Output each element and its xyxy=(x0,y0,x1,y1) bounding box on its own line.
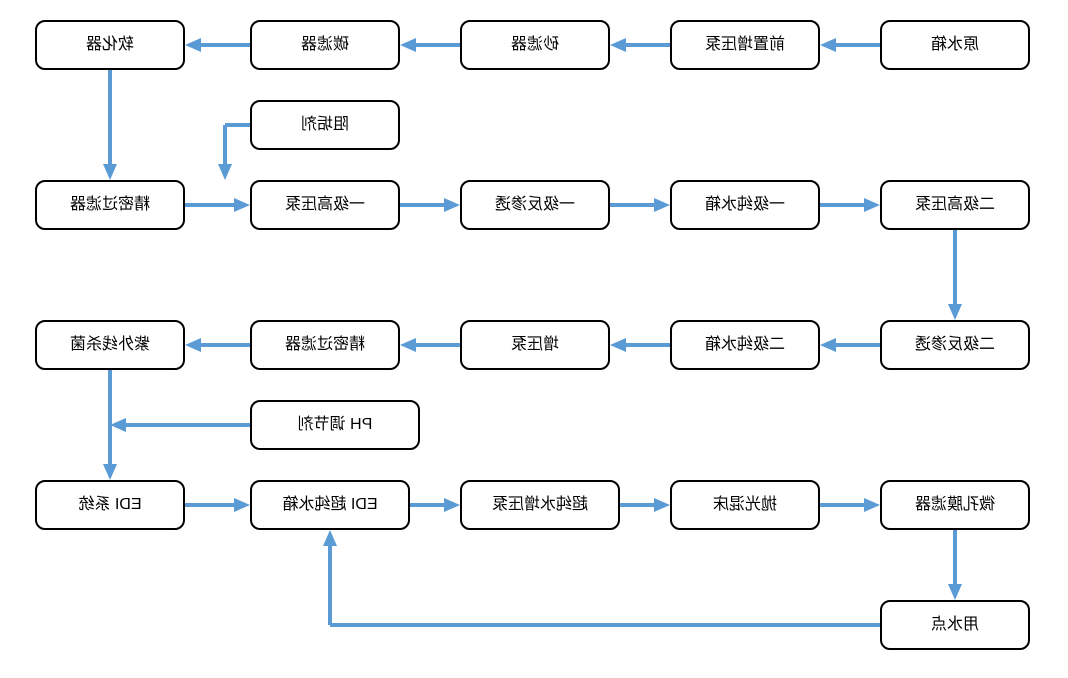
node-label: 一级纯水箱 xyxy=(705,196,785,214)
node-label: 砂滤器 xyxy=(511,36,559,54)
node-label: 阻垢剂 xyxy=(301,116,349,134)
node-label: 微孔膜滤器 xyxy=(915,496,995,514)
node-n9: 一级反渗透 xyxy=(460,180,610,230)
node-n7: 精密过滤器 xyxy=(35,180,185,230)
node-n6: 阻垢剂 xyxy=(250,100,400,150)
node-n12: 二级反渗透 xyxy=(880,320,1030,370)
node-n1: 原水箱 xyxy=(880,20,1030,70)
node-n14: 增压泵 xyxy=(460,320,610,370)
node-label: PH 调节剂 xyxy=(298,416,373,434)
node-label: 一级反渗透 xyxy=(495,196,575,214)
node-n13: 二级纯水箱 xyxy=(670,320,820,370)
node-n2: 前置增压泵 xyxy=(670,20,820,70)
node-n21: 抛光混床 xyxy=(670,480,820,530)
node-label: 一级高压泵 xyxy=(285,196,365,214)
node-n10: 一级纯水箱 xyxy=(670,180,820,230)
node-n15: 精密过滤器 xyxy=(250,320,400,370)
node-n19: EDI 超纯水箱 xyxy=(250,480,410,530)
node-n5: 软化器 xyxy=(35,20,185,70)
node-n18: EDI 系统 xyxy=(35,480,185,530)
node-n22: 微孔膜滤器 xyxy=(880,480,1030,530)
node-n3: 砂滤器 xyxy=(460,20,610,70)
node-label: 增压泵 xyxy=(511,336,559,354)
node-label: 二级反渗透 xyxy=(915,336,995,354)
node-label: 前置增压泵 xyxy=(705,36,785,54)
node-label: 二级高压泵 xyxy=(915,196,995,214)
flowchart-stage: 原水箱 前置增压泵 砂滤器 碳滤器 软化器阻垢剂精密过滤器 一级高压泵 一级反渗透 一级纯水箱… xyxy=(0,0,1068,678)
node-label: 碳滤器 xyxy=(301,36,349,54)
node-label: 用水点 xyxy=(931,616,979,634)
node-n4: 碳滤器 xyxy=(250,20,400,70)
node-n23: 用水点 xyxy=(880,600,1030,650)
node-label: 精密过滤器 xyxy=(70,196,150,214)
node-label: 精密过滤器 xyxy=(285,336,365,354)
node-label: EDI 系统 xyxy=(78,496,141,514)
node-label: 抛光混床 xyxy=(713,496,777,514)
node-n20: 超纯水增压泵 xyxy=(460,480,620,530)
node-n16: 紫外线杀菌 xyxy=(35,320,185,370)
node-label: 二级纯水箱 xyxy=(705,336,785,354)
node-label: EDI 超纯水箱 xyxy=(282,496,377,514)
node-label: 原水箱 xyxy=(931,36,979,54)
node-label: 紫外线杀菌 xyxy=(70,336,150,354)
node-n17: PH 调节剂 xyxy=(250,400,420,450)
node-label: 超纯水增压泵 xyxy=(492,496,588,514)
node-n8: 一级高压泵 xyxy=(250,180,400,230)
node-label: 软化器 xyxy=(86,36,134,54)
node-n11: 二级高压泵 xyxy=(880,180,1030,230)
